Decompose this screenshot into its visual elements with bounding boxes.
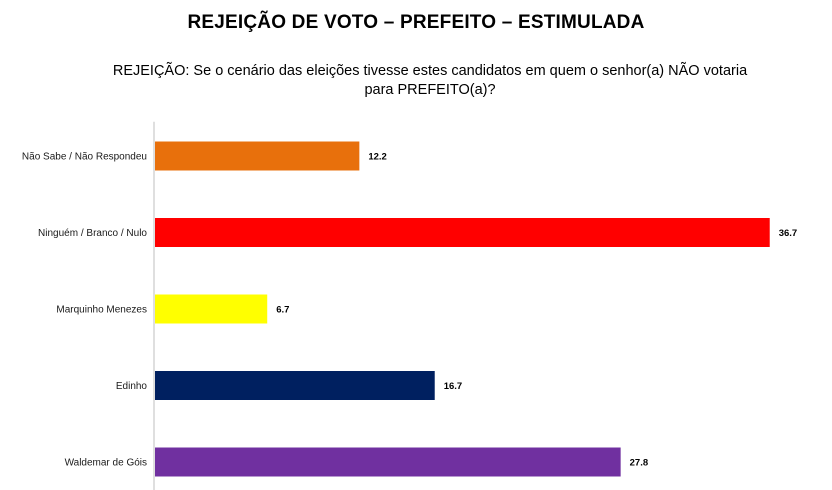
category-label: Edinho: [116, 381, 148, 392]
chart-subtitle: REJEIÇÃO: Se o cenário das eleições tive…: [112, 63, 748, 98]
value-label: 36.7: [779, 228, 798, 239]
bar-chart: Não Sabe / Não Respondeu 12.2 Ninguém / Br…: [22, 121, 798, 490]
bar: [155, 447, 621, 477]
chart-title: REJEIÇÃO DE VOTO – PREFEITO – ESTIMULADA: [187, 12, 645, 33]
value-label: 16.7: [444, 381, 463, 392]
bar: [155, 371, 435, 400]
bar: [155, 294, 268, 324]
bar: [155, 218, 770, 247]
category-label: Waldemar de Góis: [65, 458, 147, 469]
category-label: Não Sabe / Não Respondeu: [22, 152, 147, 163]
bar: [155, 141, 360, 171]
category-label: Ninguém / Branco / Nulo: [38, 228, 147, 239]
value-label: 27.8: [630, 458, 649, 469]
value-label: 12.2: [368, 152, 387, 163]
category-label: Marquinho Menezes: [56, 305, 147, 316]
value-label: 6.7: [276, 305, 289, 316]
